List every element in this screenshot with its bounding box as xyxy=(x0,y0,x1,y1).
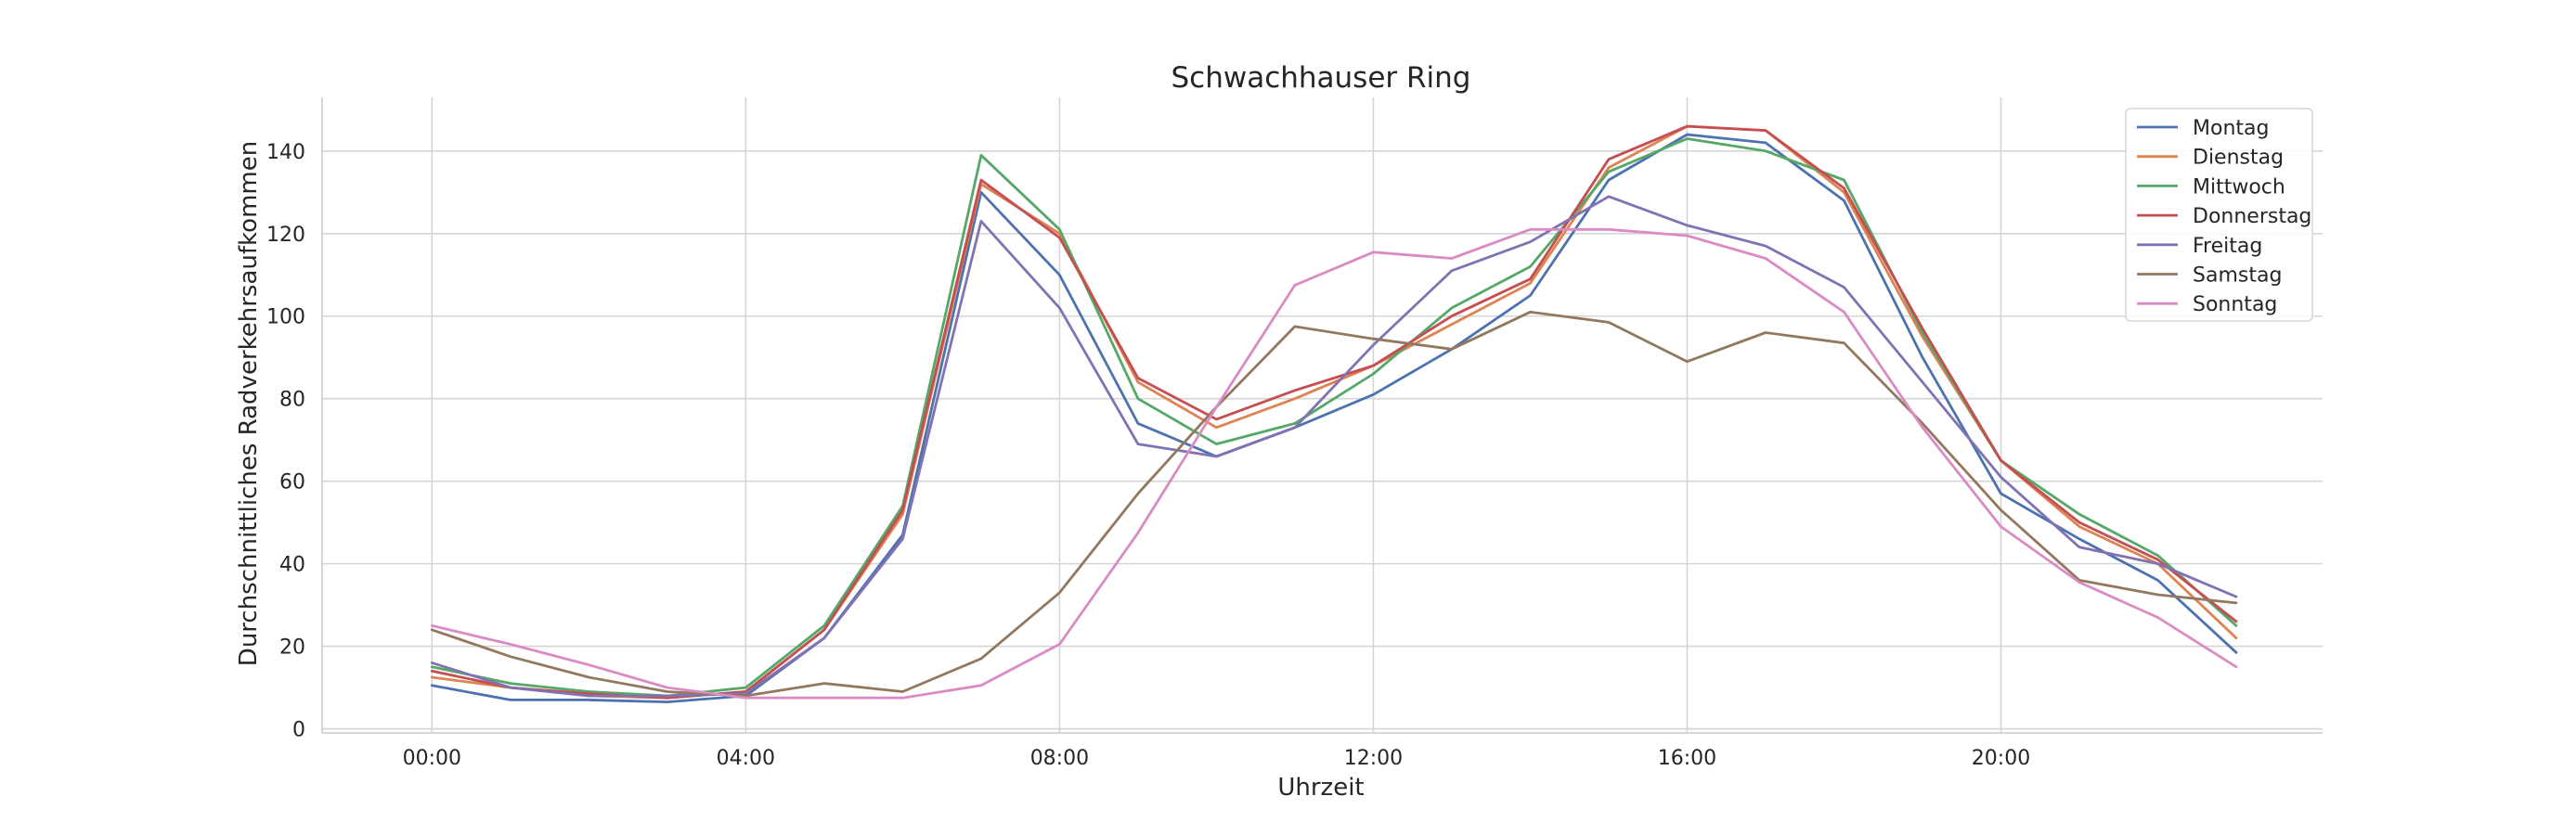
chart-title: Schwachhauser Ring xyxy=(1171,61,1470,95)
legend: Montag Dienstag Mittwoch Donnerstag Freitag S… xyxy=(2125,108,2313,322)
series-line-mittwoch xyxy=(430,137,2238,698)
legend-label-donnerstag: Donnerstag xyxy=(2193,205,2311,228)
legend-frame xyxy=(2125,108,2313,322)
y-tick-label: 40 xyxy=(279,554,305,577)
tick-labels: 00:00 04:00 08:00 12:00 16:00 20:00 0 20 40 60 80 1… xyxy=(266,141,2030,770)
x-tick-label: 04:00 xyxy=(717,747,775,770)
axes xyxy=(321,97,2323,734)
legend-label-freitag: Freitag xyxy=(2193,235,2262,258)
y-tick-label: 60 xyxy=(279,471,305,495)
y-tick-label: 0 xyxy=(292,719,305,742)
y-axis-title: Durchschnittliches Radverkehrsaufkommen xyxy=(235,141,263,666)
legend-label-dienstag: Dienstag xyxy=(2193,147,2284,170)
series-line-donnerstag xyxy=(430,124,2238,700)
x-tick-label: 12:00 xyxy=(1344,747,1403,770)
x-tick-label: 00:00 xyxy=(403,747,461,770)
legend-label-sonntag: Sonntag xyxy=(2193,293,2277,316)
y-tick-label: 80 xyxy=(279,389,305,412)
legend-label-montag: Montag xyxy=(2193,117,2269,140)
legend-label-mittwoch: Mittwoch xyxy=(2193,175,2285,199)
y-tick-label: 20 xyxy=(279,636,305,660)
x-tick-label: 16:00 xyxy=(1658,747,1716,770)
x-tick-label: 20:00 xyxy=(1972,747,2030,770)
y-tick-label: 140 xyxy=(266,141,305,164)
y-tick-label: 120 xyxy=(266,224,305,247)
series-lines xyxy=(430,124,2238,703)
legend-label-samstag: Samstag xyxy=(2193,264,2282,288)
y-tick-label: 100 xyxy=(266,306,305,329)
x-axis-title: Uhrzeit xyxy=(1277,774,1364,802)
x-tick-label: 08:00 xyxy=(1030,747,1089,770)
series-line-sonntag xyxy=(430,227,2238,700)
